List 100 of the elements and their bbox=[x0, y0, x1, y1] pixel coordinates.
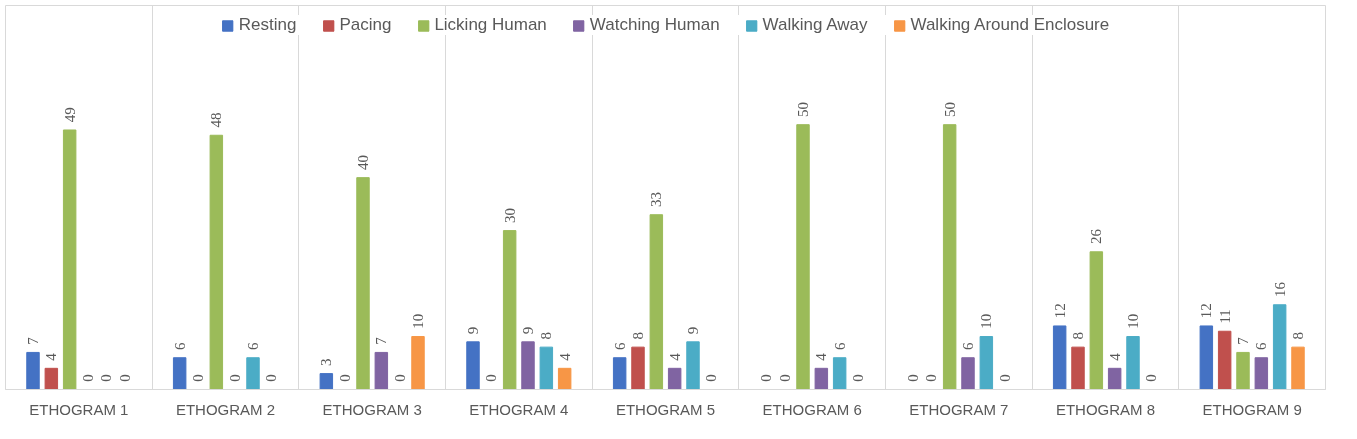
data-label: 8 bbox=[1070, 331, 1086, 340]
data-label: 16 bbox=[1271, 281, 1288, 298]
x-tick-label: ETHOGRAM 3 bbox=[322, 400, 422, 418]
bar bbox=[1272, 304, 1287, 390]
data-label: 0 bbox=[116, 374, 133, 382]
bar bbox=[1291, 346, 1305, 390]
data-label: 0 bbox=[776, 374, 793, 382]
data-label: 30 bbox=[501, 207, 518, 223]
bar bbox=[979, 336, 994, 390]
data-label: 4 bbox=[813, 352, 830, 361]
data-label: 8 bbox=[630, 331, 646, 340]
data-label: 50 bbox=[795, 101, 811, 117]
data-label: 0 bbox=[923, 374, 940, 382]
bar bbox=[521, 341, 535, 390]
data-label: 0 bbox=[758, 374, 775, 382]
bar bbox=[246, 357, 260, 390]
bar bbox=[612, 357, 627, 390]
legend-label: Watching Human bbox=[589, 15, 720, 35]
bar bbox=[961, 357, 975, 390]
data-label: 50 bbox=[941, 101, 958, 117]
bar bbox=[374, 351, 389, 390]
x-tick-label: ETHOGRAM 4 bbox=[469, 400, 569, 418]
bar bbox=[209, 134, 224, 390]
bar bbox=[356, 177, 370, 390]
bar bbox=[411, 336, 425, 390]
bar bbox=[832, 357, 847, 390]
data-label: 40 bbox=[355, 154, 371, 170]
data-label: 6 bbox=[831, 342, 848, 351]
data-label: 10 bbox=[1125, 313, 1141, 329]
bar bbox=[667, 367, 682, 390]
data-label: 9 bbox=[685, 326, 701, 335]
bar bbox=[631, 346, 645, 390]
data-label: 12 bbox=[1198, 303, 1215, 319]
data-label: 6 bbox=[245, 342, 261, 351]
bar bbox=[649, 214, 664, 390]
x-tick-label: ETHOGRAM 6 bbox=[762, 400, 862, 418]
legend-label: Licking Human bbox=[434, 15, 547, 35]
legend-label: Walking Around Enclosure bbox=[910, 15, 1110, 35]
bar bbox=[942, 124, 957, 390]
data-label: 7 bbox=[373, 336, 390, 345]
bar bbox=[1199, 325, 1214, 390]
data-label: 0 bbox=[226, 374, 243, 382]
bar bbox=[1254, 357, 1269, 390]
data-label: 0 bbox=[336, 374, 353, 382]
data-label: 8 bbox=[1290, 331, 1306, 340]
data-label: 0 bbox=[263, 374, 280, 382]
bar bbox=[796, 124, 810, 390]
x-tick-label: ETHOGRAM 7 bbox=[909, 400, 1009, 418]
bar bbox=[1089, 251, 1104, 390]
data-label: 0 bbox=[1143, 374, 1160, 382]
data-label: 6 bbox=[960, 342, 976, 351]
legend-label: Walking Away bbox=[762, 15, 868, 35]
data-label: 4 bbox=[1106, 352, 1123, 361]
data-label: 0 bbox=[483, 374, 500, 382]
data-label: 0 bbox=[190, 374, 206, 382]
bar bbox=[1071, 346, 1085, 390]
data-label: 9 bbox=[520, 326, 536, 335]
data-label: 4 bbox=[43, 352, 60, 361]
data-label: 4 bbox=[666, 352, 683, 361]
x-tick-label: ETHOGRAM 8 bbox=[1055, 400, 1156, 418]
data-label: 0 bbox=[98, 374, 115, 382]
bar bbox=[557, 367, 572, 390]
data-label: 4 bbox=[556, 352, 573, 361]
legend-label: Pacing bbox=[339, 15, 392, 35]
x-tick-label: ETHOGRAM 1 bbox=[29, 400, 129, 418]
bar bbox=[539, 346, 554, 390]
data-label: 10 bbox=[410, 313, 426, 329]
x-tick-label: ETHOGRAM 2 bbox=[175, 400, 276, 418]
bar bbox=[172, 357, 187, 390]
bar bbox=[1236, 351, 1250, 390]
bar bbox=[62, 129, 77, 390]
bar bbox=[1052, 325, 1067, 390]
data-label: 48 bbox=[208, 112, 225, 128]
data-label: 6 bbox=[171, 342, 188, 351]
bar bbox=[319, 373, 334, 390]
bar bbox=[1217, 330, 1232, 390]
data-label: 6 bbox=[1253, 342, 1270, 351]
data-label: 0 bbox=[905, 374, 921, 382]
x-tick-label: ETHOGRAM 5 bbox=[615, 400, 716, 418]
data-label: 26 bbox=[1088, 228, 1105, 245]
bar bbox=[466, 341, 480, 390]
bar bbox=[1126, 336, 1140, 390]
bar bbox=[502, 230, 517, 390]
bar bbox=[44, 367, 59, 390]
data-label: 49 bbox=[61, 107, 78, 123]
data-label: 0 bbox=[850, 374, 866, 382]
x-tick-label: ETHOGRAM 9 bbox=[1202, 400, 1302, 418]
data-label: 0 bbox=[703, 374, 720, 382]
bar bbox=[26, 351, 40, 390]
data-label: 12 bbox=[1051, 303, 1068, 319]
data-label: 0 bbox=[391, 374, 408, 382]
bar bbox=[686, 341, 700, 390]
data-label: 0 bbox=[80, 374, 96, 382]
data-label: 9 bbox=[465, 326, 481, 335]
data-label: 3 bbox=[318, 358, 335, 366]
data-label: 7 bbox=[25, 336, 41, 345]
bar bbox=[1107, 367, 1122, 390]
data-label: 7 bbox=[1235, 336, 1251, 345]
data-label: 10 bbox=[978, 313, 995, 329]
data-label: 8 bbox=[538, 331, 555, 340]
